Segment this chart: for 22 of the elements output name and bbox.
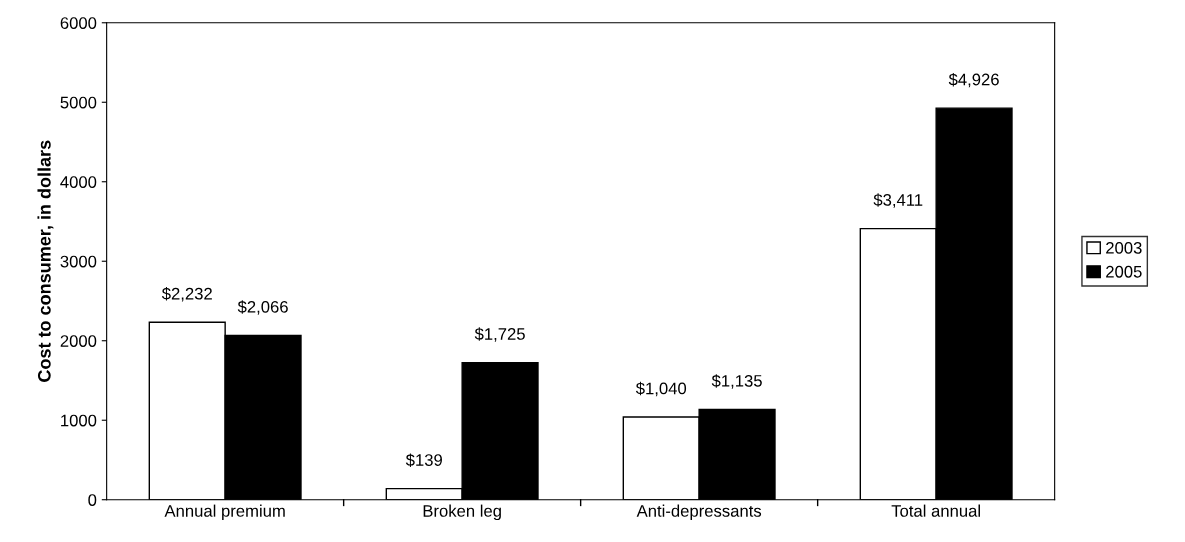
data-label: $1,040 xyxy=(635,381,687,397)
y-tick-label: 3000 xyxy=(60,255,97,268)
x-tick-label: Total annual xyxy=(891,504,980,517)
data-label: $1,725 xyxy=(474,327,525,342)
data-label: $2,066 xyxy=(237,300,288,315)
y-tick-label: 6000 xyxy=(60,17,97,29)
x-tick-label: Broken leg xyxy=(423,504,501,521)
x-tick-label: Annual premium xyxy=(164,504,285,521)
data-label: $2,232 xyxy=(161,287,212,302)
data-label: $4,926 xyxy=(948,72,999,88)
data-label: $139 xyxy=(405,453,442,467)
y-tick-label: 0 xyxy=(88,494,97,506)
data-label: $3,411 xyxy=(873,193,923,208)
data-label: $1,135 xyxy=(711,374,762,389)
y-tick-label: 5000 xyxy=(60,96,97,109)
y-axis-title: Cost to consumer, in dollars xyxy=(37,140,54,382)
legend-label: 2003 xyxy=(1106,241,1142,254)
y-tick-label: 4000 xyxy=(60,176,97,188)
y-tick-label: 1000 xyxy=(61,414,97,427)
legend-label: 2005 xyxy=(1106,265,1142,278)
x-tick-label: Anti-depressants xyxy=(636,504,762,521)
y-tick-label: 2000 xyxy=(60,335,97,347)
